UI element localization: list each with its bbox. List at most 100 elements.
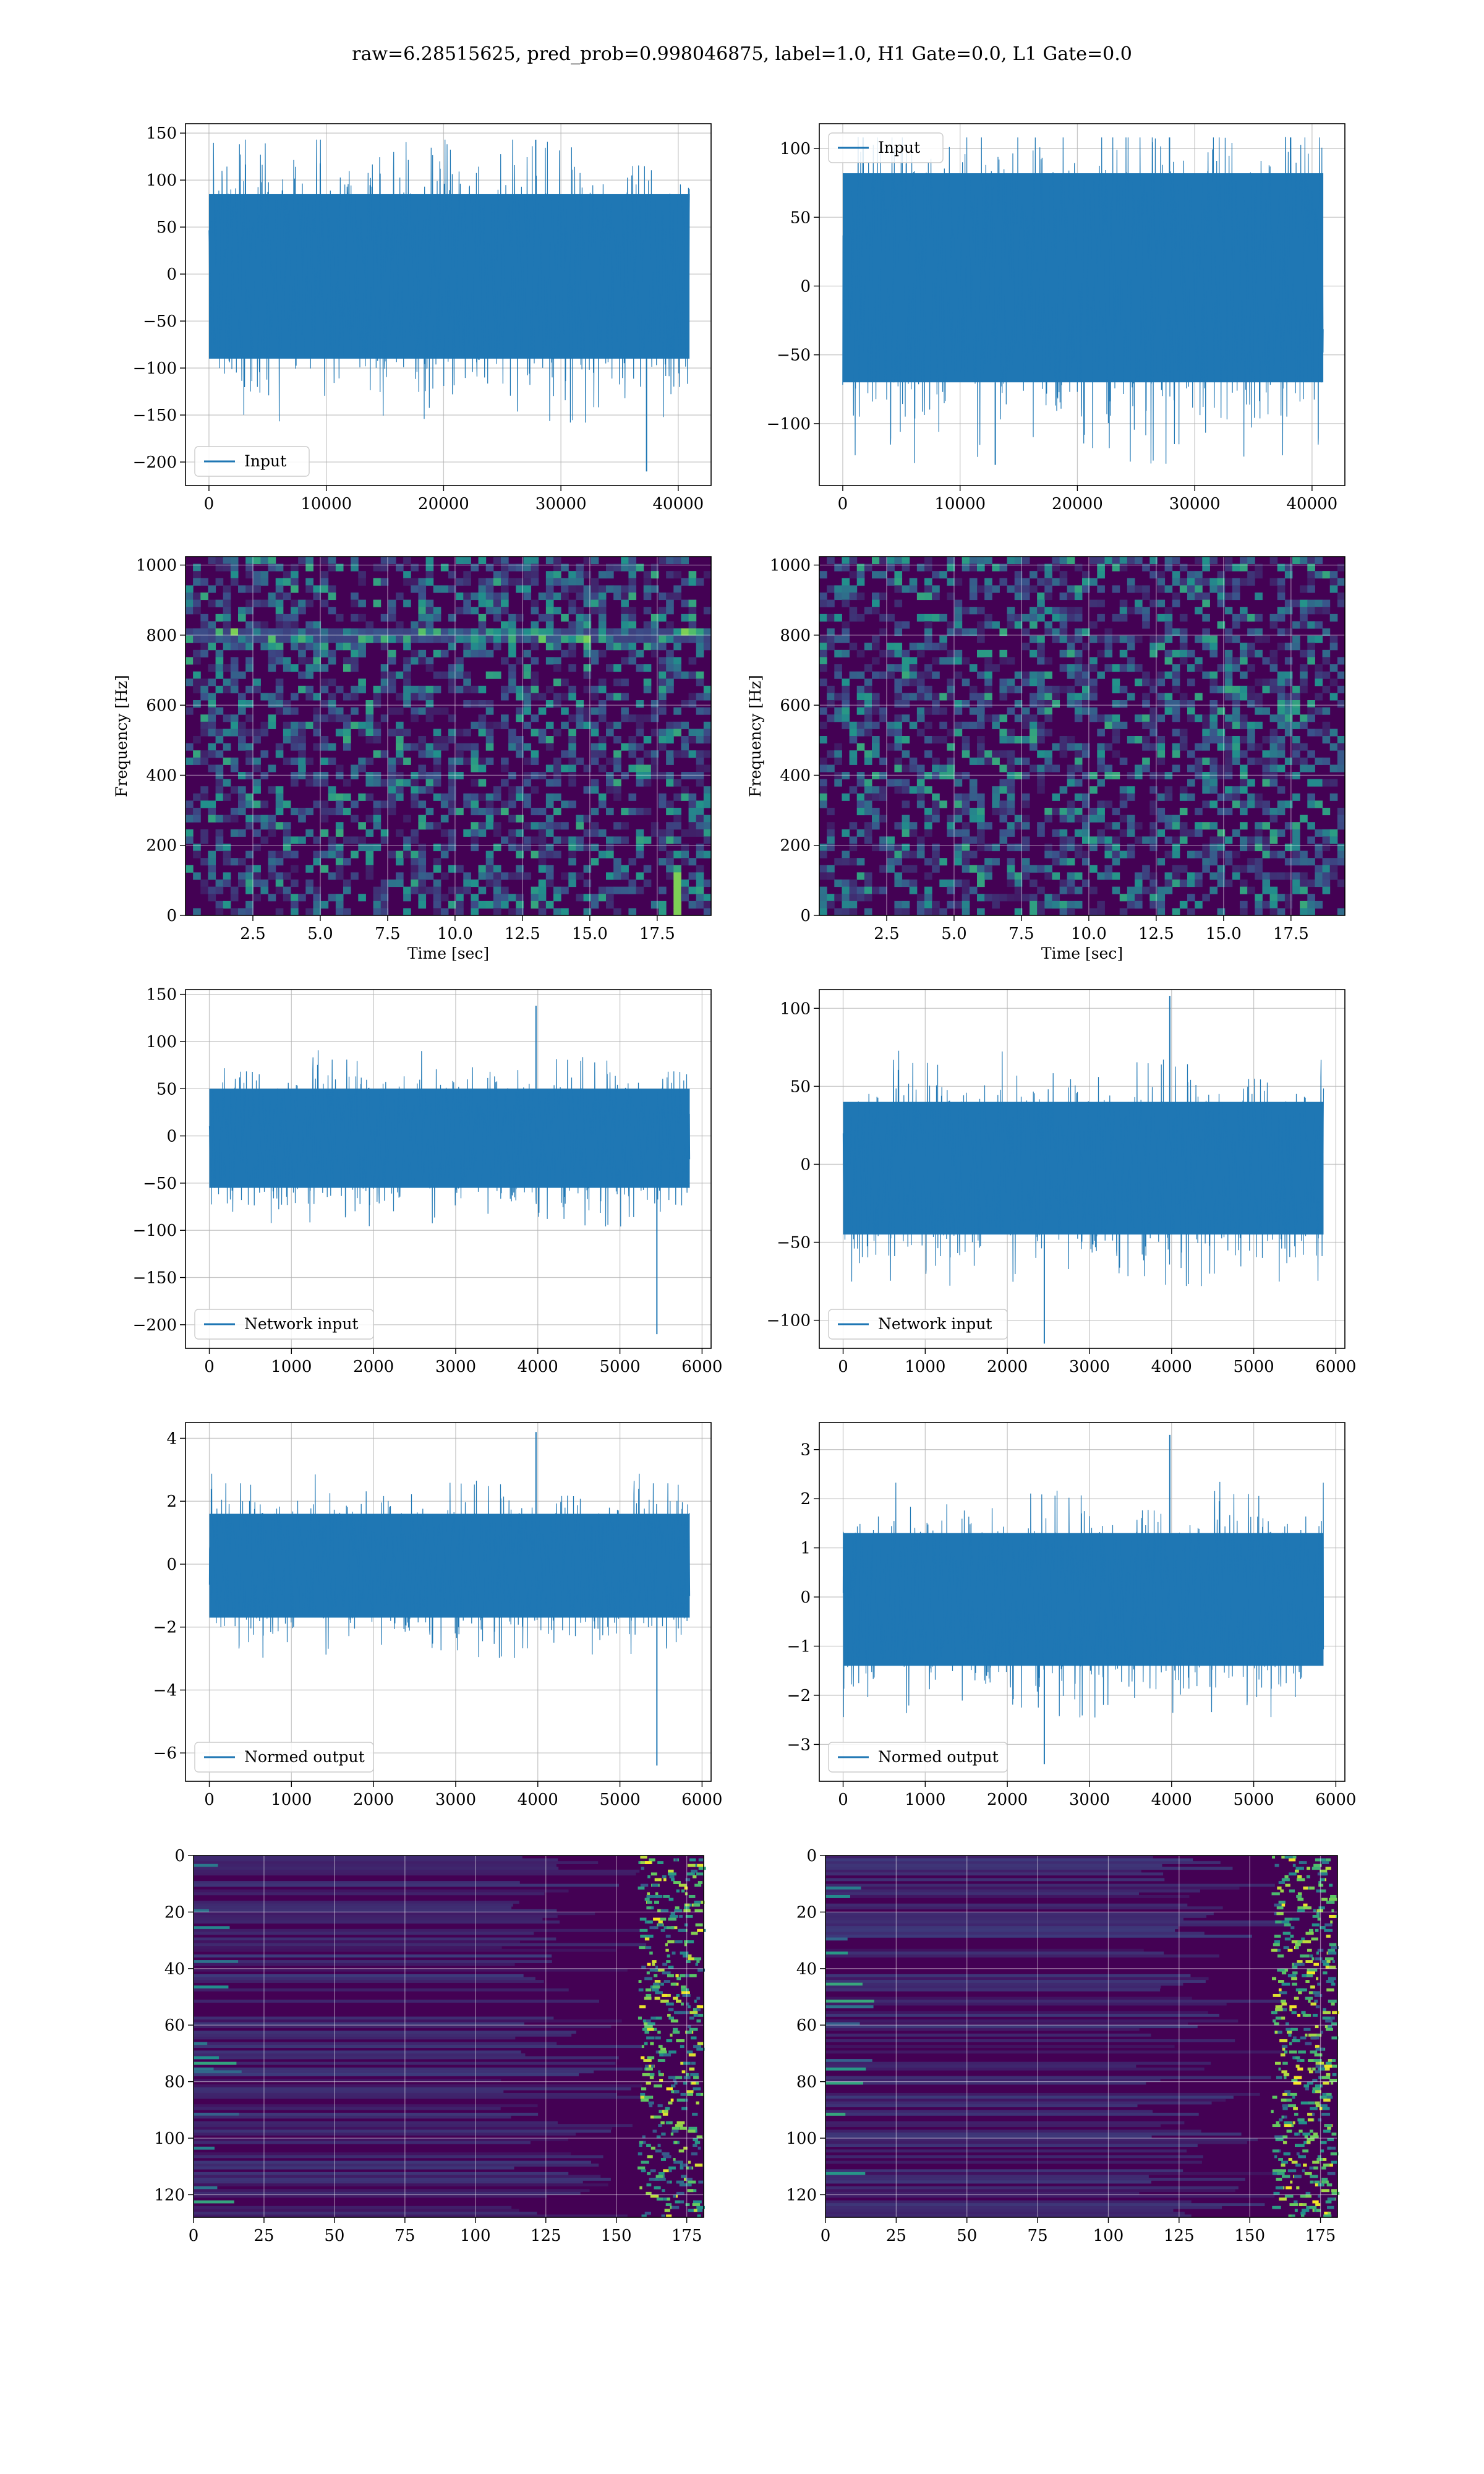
spectrogram-cell bbox=[856, 793, 865, 801]
feature-activation bbox=[1323, 1971, 1328, 1975]
spectrogram-cell bbox=[1217, 908, 1226, 916]
spectrogram-cell bbox=[531, 757, 539, 765]
spectrogram-cell bbox=[1052, 578, 1060, 586]
spectrogram-cell bbox=[621, 557, 629, 565]
feature-row bbox=[825, 1858, 1193, 1862]
feature-activation bbox=[1325, 2027, 1333, 2031]
spectrogram-cell bbox=[268, 872, 276, 880]
y-tick-label: 2 bbox=[800, 1490, 811, 1509]
spectrogram-cell bbox=[1240, 836, 1248, 844]
spectrogram-cell bbox=[613, 836, 621, 844]
spectrogram-cell bbox=[696, 693, 704, 701]
spectrogram-cell bbox=[215, 829, 224, 837]
spectrogram-cell bbox=[576, 585, 584, 593]
spectrogram-cell bbox=[553, 729, 561, 737]
spectrogram-cell bbox=[553, 772, 561, 780]
spectrogram-cell bbox=[1277, 721, 1286, 729]
spectrogram-cell bbox=[977, 721, 985, 729]
spectrogram-cell bbox=[411, 635, 419, 643]
feature-activation bbox=[1274, 2022, 1279, 2026]
feature-activation bbox=[686, 2178, 693, 2181]
spectrogram-cell bbox=[621, 693, 629, 701]
spectrogram-cell bbox=[320, 901, 329, 909]
spectrogram-cell bbox=[1202, 643, 1210, 651]
y-tick-label: 0 bbox=[166, 265, 177, 284]
spectrogram-cell bbox=[313, 721, 322, 729]
spectrogram-cell bbox=[403, 757, 411, 765]
spectrogram-cell bbox=[456, 593, 464, 601]
spectrogram-cell bbox=[954, 729, 963, 737]
y-tick-label: −50 bbox=[777, 346, 811, 365]
spectrogram-cell bbox=[553, 757, 561, 765]
feature-activation bbox=[640, 1934, 647, 1938]
feature-activation bbox=[678, 2149, 684, 2153]
feature-activation bbox=[194, 2070, 242, 2074]
spectrogram-cell bbox=[962, 750, 970, 758]
spectrogram-cell bbox=[969, 578, 978, 586]
spectrogram-cell bbox=[538, 894, 547, 902]
spectrogram-cell bbox=[879, 614, 887, 622]
spectrogram-cell bbox=[245, 872, 254, 880]
spectrogram-cell bbox=[1074, 901, 1083, 909]
feature-activation bbox=[684, 1892, 688, 1896]
spectrogram-cell bbox=[1329, 779, 1338, 787]
spectrogram-cell bbox=[1052, 808, 1060, 816]
spectrogram-cell bbox=[268, 563, 276, 571]
spectrogram-cell bbox=[200, 621, 208, 629]
spectrogram-cell bbox=[969, 707, 978, 715]
spectrogram-cell bbox=[230, 643, 239, 651]
feature-activation bbox=[659, 2079, 663, 2082]
feature-activation bbox=[1319, 2107, 1323, 2110]
spectrogram-cell bbox=[1014, 578, 1023, 586]
feature-activation bbox=[689, 1858, 696, 1862]
signal-trace bbox=[842, 1050, 1324, 1286]
spectrogram-cell bbox=[1307, 908, 1315, 916]
spectrogram-cell bbox=[471, 901, 479, 909]
spectrogram-cell bbox=[962, 886, 970, 894]
spectrogram-cell bbox=[215, 815, 224, 823]
spectrogram-cell bbox=[849, 607, 858, 615]
feature-activation bbox=[1331, 2022, 1337, 2026]
spectrogram-cell bbox=[576, 635, 584, 643]
spectrogram-cell bbox=[947, 815, 955, 823]
feature-row bbox=[825, 1867, 1233, 1870]
feature-activation bbox=[1274, 2031, 1278, 2034]
spectrogram-cell bbox=[215, 614, 224, 622]
spectrogram-cell bbox=[916, 772, 925, 780]
spectrogram-cell bbox=[1149, 822, 1158, 830]
spectrogram-cell bbox=[531, 635, 539, 643]
spectrogram-cell bbox=[1014, 844, 1023, 852]
spectrogram-cell bbox=[485, 585, 494, 593]
feature-row bbox=[194, 2031, 576, 2034]
spectrogram-cell bbox=[872, 599, 880, 607]
feature-activation bbox=[658, 1923, 663, 1927]
spectrogram-cell bbox=[1074, 693, 1083, 701]
feature-activation bbox=[1322, 2180, 1326, 2184]
spectrogram-cell bbox=[553, 850, 561, 858]
spectrogram-cell bbox=[1090, 865, 1098, 873]
spectrogram-cell bbox=[1277, 693, 1286, 701]
spectrogram-cell bbox=[1149, 894, 1158, 902]
spectrogram-cell bbox=[1007, 858, 1015, 866]
feature-activation bbox=[1295, 2056, 1298, 2060]
spectrogram-cell bbox=[1112, 714, 1120, 722]
spectrogram-cell bbox=[1284, 671, 1293, 679]
spectrogram-cell bbox=[373, 750, 382, 758]
spectrogram-cell bbox=[954, 614, 963, 622]
spectrogram-cell bbox=[523, 671, 532, 679]
spectrogram-cell bbox=[894, 714, 903, 722]
spectrogram-cell bbox=[351, 850, 359, 858]
y-tick-label: 20 bbox=[796, 1903, 817, 1922]
feature-activation bbox=[1302, 2149, 1309, 2153]
spectrogram-cell bbox=[1284, 607, 1293, 615]
x-tick-label: 4000 bbox=[518, 1791, 558, 1809]
feature-activation bbox=[665, 2107, 670, 2110]
feature-activation bbox=[1281, 2160, 1289, 2164]
spectrogram-cell bbox=[1217, 793, 1226, 801]
spectrogram-cell bbox=[598, 707, 607, 715]
spectrogram-cell bbox=[568, 599, 576, 607]
feature-activation bbox=[1320, 1869, 1328, 1873]
spectrogram-cell bbox=[538, 693, 547, 701]
spectrogram-cell bbox=[924, 585, 932, 593]
